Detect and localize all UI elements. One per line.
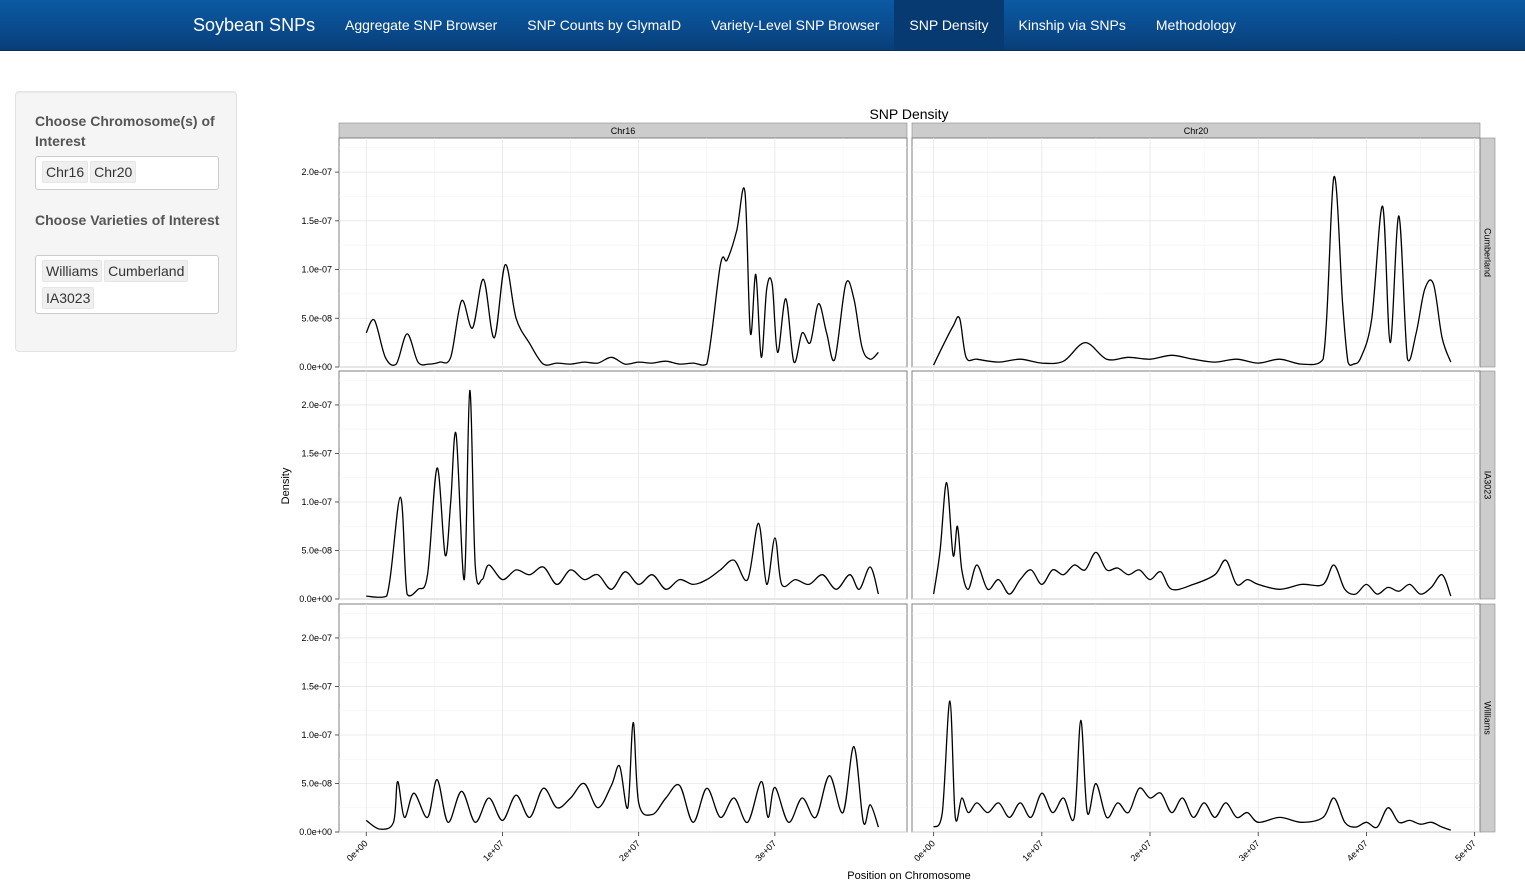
- variety-select-label: Choose Varieties of Interest: [35, 212, 220, 228]
- tab-methodology[interactable]: Methodology: [1155, 17, 1237, 33]
- facet-panel: [911, 370, 1481, 600]
- sidebar-panel: Choose Chromosome(s) of Interest Chr16 Ch…: [15, 91, 237, 352]
- x-tick-label: 4e+07: [1345, 838, 1370, 863]
- facet-strip-label: Chr20: [1184, 126, 1209, 136]
- tab-snp-density[interactable]: SNP Density: [894, 0, 1004, 50]
- density-line: [933, 700, 1452, 831]
- y-tick-label: 2.0e-07: [301, 167, 332, 177]
- facet-panel: [338, 603, 908, 833]
- navbar-brand[interactable]: Soybean SNPs: [193, 15, 316, 35]
- facet-strip-label: Cumberland: [1483, 228, 1493, 277]
- density-line: [932, 481, 1452, 597]
- y-tick-label: 1.5e-07: [301, 681, 332, 691]
- tab-variety-level-snp-browser[interactable]: Variety-Level SNP Browser: [711, 17, 880, 33]
- x-tick-label: 1e+07: [1020, 838, 1045, 863]
- facet-strip-label: Williams: [1483, 701, 1493, 735]
- variety-chip[interactable]: IA3023: [42, 287, 95, 309]
- y-tick-label: 2.0e-07: [301, 400, 332, 410]
- snp-density-chart: SNP Density Chr16 Chr20 Cumberland IA3023 Wil…: [280, 106, 1496, 882]
- y-tick-label: 0.0e+00: [299, 362, 332, 372]
- y-tick-label: 1.5e-07: [301, 448, 332, 458]
- x-axis-title: Position on Chromosome: [847, 870, 971, 882]
- tab-kinship-via-snps[interactable]: Kinship via SNPs: [1018, 17, 1126, 33]
- facet-panel: [338, 370, 908, 600]
- tab-aggregate-snp-browser[interactable]: Aggregate SNP Browser: [345, 17, 498, 33]
- panel-border: [338, 137, 908, 368]
- x-tick-label: 2e+07: [617, 838, 642, 863]
- x-tick-label: 5e+07: [1453, 838, 1478, 863]
- chromosome-select[interactable]: Chr16 Chr20: [35, 156, 219, 190]
- x-tick-label: 3e+07: [753, 838, 778, 863]
- facet-panel: [338, 137, 908, 368]
- y-tick-label: 5.0e-08: [301, 545, 332, 555]
- facet-strip-label: Chr16: [611, 126, 636, 136]
- y-tick-label: 2.0e-07: [301, 633, 332, 643]
- y-tick-label: 1.5e-07: [301, 216, 332, 226]
- y-tick-label: 5.0e-08: [301, 778, 332, 788]
- density-line: [933, 176, 1452, 366]
- chromosome-chip[interactable]: Chr16: [42, 161, 89, 183]
- x-tick-label: 0e+00: [912, 838, 937, 863]
- variety-chip[interactable]: Cumberland: [104, 260, 189, 282]
- tab-snp-counts-by-glymaid[interactable]: SNP Counts by GlymaID: [527, 17, 682, 33]
- x-tick-label: 2e+07: [1128, 838, 1153, 863]
- panel-border: [911, 603, 1481, 833]
- chromosome-select-label: Choose Chromosome(s) of Interest: [35, 113, 215, 149]
- y-tick-label: 5.0e-08: [301, 313, 332, 323]
- y-tick-label: 1.0e-07: [301, 265, 332, 275]
- y-tick-label: 1.0e-07: [301, 497, 332, 507]
- panel-border: [911, 370, 1481, 600]
- chromosome-chip[interactable]: Chr20: [90, 161, 137, 183]
- y-tick-label: 1.0e-07: [301, 730, 332, 740]
- y-tick-label: 0.0e+00: [299, 594, 332, 604]
- density-line: [365, 187, 879, 366]
- x-tick-label: 0e+00: [345, 838, 370, 863]
- variety-select[interactable]: Williams Cumberland IA3023: [35, 255, 219, 314]
- navbar: Soybean SNPs Aggregate SNP Browser SNP C…: [0, 0, 1525, 51]
- x-tick-label: 1e+07: [481, 838, 506, 863]
- density-line: [365, 721, 880, 830]
- facet-strip-label: IA3023: [1483, 471, 1493, 500]
- chart-title: SNP Density: [869, 106, 948, 122]
- x-tick-label: 3e+07: [1237, 838, 1262, 863]
- panel-border: [338, 370, 908, 600]
- y-tick-label: 0.0e+00: [299, 827, 332, 837]
- facet-panel: [911, 603, 1481, 833]
- variety-chip[interactable]: Williams: [42, 260, 103, 282]
- facet-panel: [911, 137, 1481, 368]
- y-axis-title: Density: [280, 467, 292, 504]
- nav-tabs: Aggregate SNP Browser SNP Counts by Glym…: [330, 0, 1251, 50]
- density-line: [366, 389, 880, 599]
